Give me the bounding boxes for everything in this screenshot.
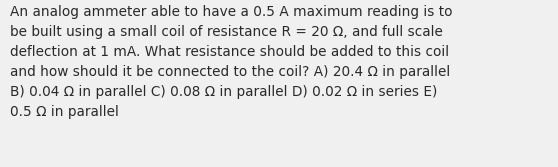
Text: An analog ammeter able to have a 0.5 A maximum reading is to
be built using a sm: An analog ammeter able to have a 0.5 A m… xyxy=(10,5,453,119)
